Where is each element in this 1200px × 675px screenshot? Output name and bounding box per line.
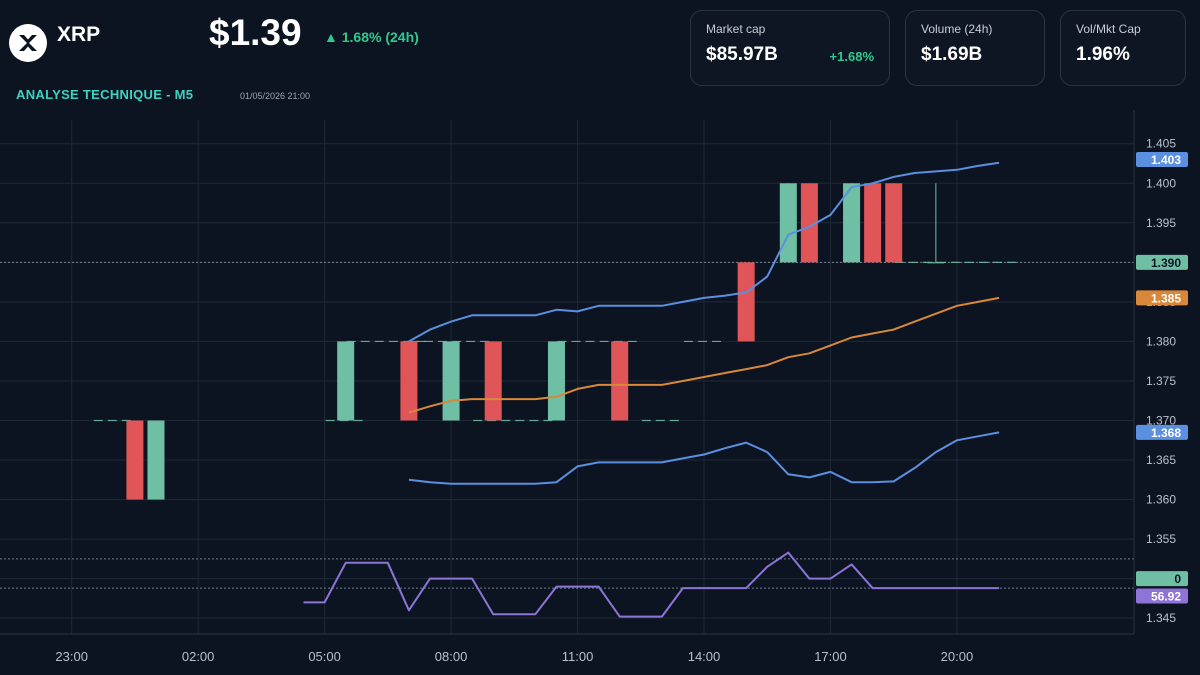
section-title: ANALYSE TECHNIQUE - M5 [16,87,194,102]
price-chart[interactable]: 1.3451.3501.3551.3601.3651.3701.3751.380… [0,110,1200,675]
vol-mkt-cap-value: 1.96% [1076,44,1130,65]
upper-band-line [408,161,1000,343]
bollinger-bands [408,161,1000,485]
price-label-text: 0 [1174,572,1181,586]
candle-down [400,341,418,421]
x-tick-label: 23:00 [55,649,88,664]
chart-grid [0,120,1134,634]
middle-band-line [408,296,1000,414]
candle-down [885,183,903,263]
coin-name: XRP [57,23,101,46]
price-change: ▲ 1.68% (24h) [324,29,419,45]
rsi-indicator [303,551,1000,618]
timestamp: 01/05/2026 21:00 [240,91,311,101]
x-tick-label: 14:00 [688,649,721,664]
vol-mkt-cap-label: Vol/Mkt Cap [1076,22,1141,36]
volume-label: Volume (24h) [921,22,993,36]
y-tick-label: 1.355 [1146,532,1176,546]
lower-band-line [408,431,1000,485]
y-tick-label: 1.360 [1146,493,1176,507]
candle-up [337,341,355,421]
y-tick-label: 1.365 [1146,453,1176,467]
x-tick-label: 17:00 [814,649,847,664]
market-cap-value: $85.97B [706,44,778,65]
price-label-text: 56.92 [1151,590,1181,604]
header: XRP $1.39 ▲ 1.68% (24h) ANALYSE TECHNIQU… [0,0,1200,110]
x-tick-label: 20:00 [941,649,974,664]
current-price: $1.39 [209,12,302,53]
candle-up [843,183,861,263]
candle-down [484,341,502,421]
candle-up [779,183,797,263]
candle-down [611,341,629,421]
y-tick-label: 1.395 [1146,216,1176,230]
volume-value: $1.69B [921,44,983,65]
price-labels: 1.403 1.390 1.385 1.368 0 56.92 [1136,152,1188,604]
y-tick-label: 1.370 [1146,413,1176,427]
price-label-box [1136,254,1188,270]
price-label-text: 1.390 [1151,256,1181,270]
price-label-box [1136,424,1188,440]
xrp-logo-icon [9,24,47,62]
candle-up [927,262,945,264]
price-label-box [1136,571,1188,587]
volume-card: Volume (24h) $1.69B [905,10,1045,86]
x-tick-label: 02:00 [182,649,215,664]
up-arrow-icon: ▲ [324,29,338,45]
price-label-text: 1.368 [1151,426,1181,440]
y-tick-label: 1.400 [1146,176,1176,190]
market-cap-change: +1.68% [829,49,874,64]
x-tick-label: 11:00 [562,649,594,664]
market-cap-label: Market cap [706,22,766,36]
price-label-box [1136,588,1188,604]
vol-mkt-cap-card: Vol/Mkt Cap 1.96% [1060,10,1186,86]
candle-down [737,262,755,342]
candle-down [800,183,818,263]
candle-up [547,341,565,421]
y-tick-label: 1.405 [1146,137,1176,151]
y-tick-label: 1.375 [1146,374,1176,388]
price-label-box [1136,290,1188,306]
y-tick-label: 1.380 [1146,334,1176,348]
candle-up [147,420,165,500]
candle-up [442,341,460,421]
rsi-line [303,551,1000,618]
x-tick-label: 08:00 [435,649,468,664]
change-value: 1.68% (24h) [341,29,419,45]
price-label-text: 1.403 [1151,153,1181,167]
candle-down [126,420,144,500]
candle-down [864,183,882,263]
market-cap-card: Market cap $85.97B +1.68% [690,10,890,86]
price-label-text: 1.385 [1151,291,1181,305]
y-tick-label: 1.345 [1146,611,1176,625]
price-label-box [1136,152,1188,168]
x-tick-label: 05:00 [308,649,341,664]
